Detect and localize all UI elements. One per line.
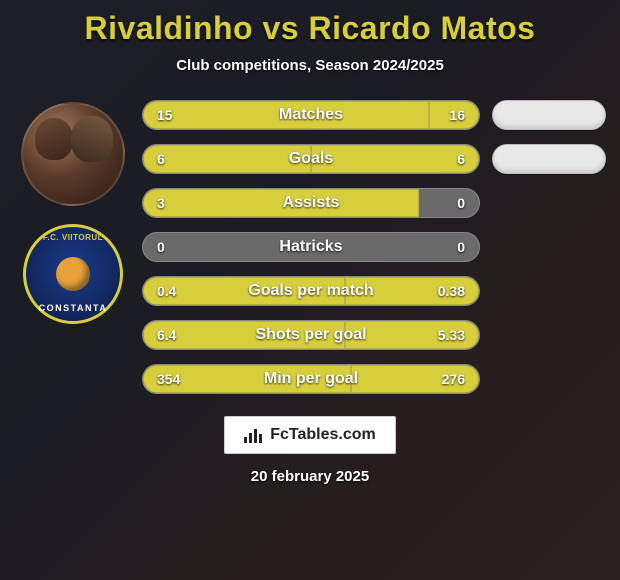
bars-column: Matches1516Goals66Assists30Hatricks00Goa… [142, 100, 482, 394]
club-badge-text-bottom: CONSTANTA [39, 303, 108, 313]
bar-value-right: 0 [457, 233, 465, 261]
main-row: F.C. VIITORUL CONSTANTA Matches1516 Goals… [14, 100, 606, 394]
bar-fill-left [143, 145, 311, 173]
stat-row: Assists30 [142, 188, 480, 218]
bar-fill-right [345, 277, 479, 305]
side-pill [492, 100, 606, 130]
stat-row: Matches1516 [142, 100, 480, 130]
stat-row: Shots per goal6.45.33 [142, 320, 480, 350]
content-root: Rivaldinho vs Ricardo Matos Club competi… [0, 0, 620, 580]
stat-row: Goals66 [142, 144, 480, 174]
bar-fill-right [351, 365, 479, 393]
bar-value-left: 0 [157, 233, 165, 261]
bar-fill-left [143, 365, 351, 393]
brand-text: FcTables.com [270, 426, 376, 444]
bar-fill-left [143, 189, 419, 217]
club-badge-ball-icon [56, 257, 90, 291]
bar-wrap: Goals per match0.40.38 [142, 276, 480, 306]
bar-track: Hatricks0 0 [142, 232, 480, 262]
bar-fill-left [143, 321, 345, 349]
stat-row: Goals per match0.40.38 [142, 276, 480, 306]
stat-row: Min per goal354276 [142, 364, 480, 394]
footer-date: 20 february 2025 [14, 468, 606, 485]
brand-chart-icon [244, 427, 264, 443]
club-badge-text-top: F.C. VIITORUL [43, 233, 103, 242]
club-badge: F.C. VIITORUL CONSTANTA [23, 224, 123, 324]
bar-wrap: Goals66 [142, 144, 480, 174]
bar-track: Min per goal354276 [142, 364, 480, 394]
page-title: Rivaldinho vs Ricardo Matos [14, 10, 606, 47]
bar-label: Hatricks [143, 233, 479, 261]
bar-fill-left [143, 101, 429, 129]
bar-wrap: Assists30 [142, 188, 480, 218]
bar-fill-left [143, 277, 345, 305]
bar-wrap: Hatricks0 0 [142, 232, 480, 262]
side-pill [492, 144, 606, 174]
bar-fill-right [429, 101, 479, 129]
players-avatar [21, 102, 125, 206]
bar-track: Goals per match0.40.38 [142, 276, 480, 306]
bar-value-right: 0 [457, 189, 465, 217]
bar-wrap: Min per goal354276 [142, 364, 480, 394]
page-subtitle: Club competitions, Season 2024/2025 [14, 57, 606, 74]
bar-wrap: Shots per goal6.45.33 [142, 320, 480, 350]
bar-track: Goals66 [142, 144, 480, 174]
bar-track: Shots per goal6.45.33 [142, 320, 480, 350]
left-column: F.C. VIITORUL CONSTANTA [14, 100, 132, 394]
stat-row: Hatricks0 0 [142, 232, 480, 262]
bar-wrap: Matches1516 [142, 100, 480, 130]
pills-column [492, 100, 606, 394]
bar-track: Matches1516 [142, 100, 480, 130]
bar-fill-right [345, 321, 479, 349]
brand-badge: FcTables.com [224, 416, 396, 454]
bar-track: Assists30 [142, 188, 480, 218]
bar-fill-right [311, 145, 479, 173]
